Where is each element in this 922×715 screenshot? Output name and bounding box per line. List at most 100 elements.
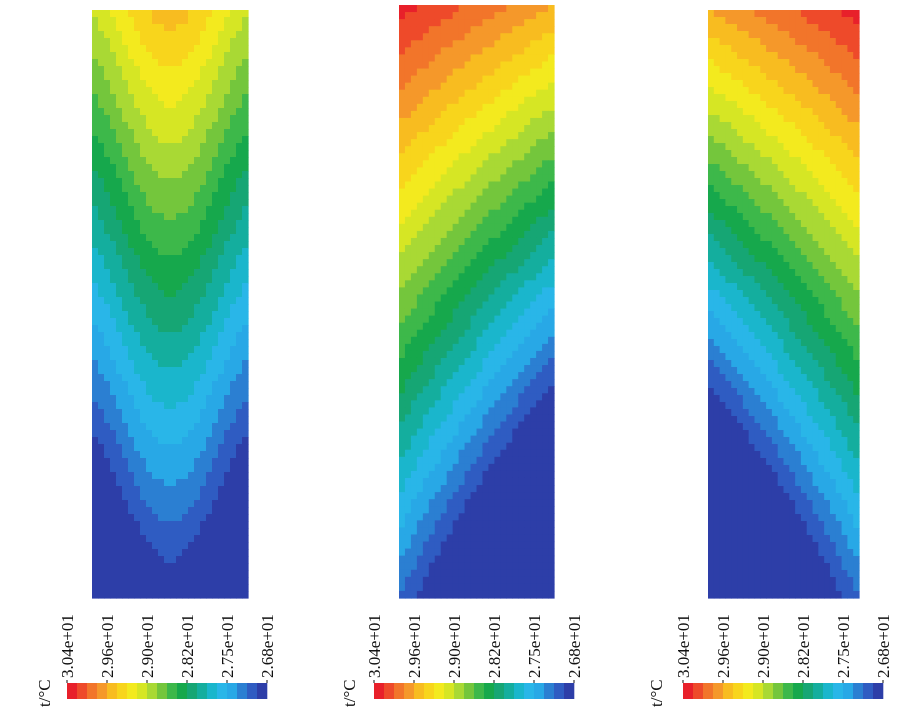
contour-cell <box>476 357 484 366</box>
contour-cell <box>524 202 531 211</box>
contour-cell <box>92 150 99 158</box>
contour-cell <box>422 513 430 521</box>
contour-cell <box>410 252 418 260</box>
contour-cell <box>134 164 141 172</box>
contour-cell <box>452 160 460 168</box>
contour-cell <box>416 555 424 564</box>
contour-cell <box>194 66 201 74</box>
contour-cell <box>98 66 105 74</box>
contour-cell <box>176 318 183 326</box>
contour-cell <box>818 31 825 39</box>
contour-cell <box>158 549 165 557</box>
contour-cell <box>434 477 442 486</box>
contour-cell <box>548 47 555 56</box>
contour-cell <box>760 115 767 123</box>
contour-cell <box>404 117 412 126</box>
contour-cell <box>422 160 430 168</box>
contour-cell <box>434 315 442 324</box>
contour-cell <box>748 38 756 46</box>
contour-cell <box>464 89 472 98</box>
contour-cell <box>410 202 418 211</box>
colorbar-tick-label: 2.75e+01 <box>218 614 237 678</box>
contour-cell <box>188 171 195 179</box>
contour-cell <box>218 269 225 277</box>
contour-cell <box>512 259 519 267</box>
contour-cell <box>536 47 543 56</box>
contour-cell <box>542 386 549 394</box>
contour-cell <box>458 153 466 161</box>
contour-cell <box>134 157 141 165</box>
contour-cell <box>800 66 808 74</box>
contour-cell <box>719 66 727 74</box>
contour-cell <box>164 388 171 396</box>
contour-cell <box>494 146 501 154</box>
contour-cell <box>194 325 201 333</box>
contour-cell <box>218 458 225 466</box>
contour-cell <box>92 206 99 214</box>
contour-cell <box>482 576 490 585</box>
contour-cell <box>428 442 436 451</box>
contour-cell <box>194 514 201 522</box>
contour-cell <box>524 61 531 70</box>
contour-cell <box>182 409 189 417</box>
contour-cell <box>446 315 454 324</box>
contour-cell <box>512 576 519 585</box>
contour-cell <box>92 304 99 312</box>
contour-cell <box>482 40 490 48</box>
contour-cell <box>110 542 117 550</box>
contour-cell <box>230 549 237 557</box>
contour-cell <box>404 428 412 437</box>
contour-cell <box>446 520 454 529</box>
contour-cell <box>731 24 738 32</box>
contour-cell <box>806 108 814 116</box>
contour-cell <box>446 237 454 246</box>
contour-cell <box>476 61 484 70</box>
contour-cell <box>399 414 406 423</box>
contour-cell <box>164 514 171 522</box>
contour-cell <box>110 465 117 473</box>
contour-cell <box>470 400 478 408</box>
contour-cell <box>482 414 490 423</box>
contour-cell <box>524 456 531 465</box>
contour-cell <box>518 40 525 48</box>
contour-cell <box>152 437 159 445</box>
contour-cell <box>806 10 814 18</box>
contour-cell <box>110 591 117 599</box>
contour-cell <box>766 115 773 123</box>
contour-cell <box>452 209 460 218</box>
contour-cell <box>488 259 495 267</box>
contour-cell <box>134 332 141 340</box>
contour-cell <box>122 290 129 298</box>
contour-cell <box>812 87 819 95</box>
contour-cell <box>446 125 454 133</box>
contour-cell <box>440 202 448 211</box>
contour-cell <box>482 89 490 98</box>
contour-cell <box>754 87 761 95</box>
contour-cell <box>116 430 123 438</box>
contour-cell <box>440 350 448 359</box>
contour-cell <box>230 486 237 494</box>
contour-cell <box>542 19 549 27</box>
contour-cell <box>476 266 484 274</box>
contour-cell <box>841 24 848 32</box>
contour-cell <box>530 569 537 578</box>
contour-cell <box>104 360 111 368</box>
contour-cell <box>428 174 436 183</box>
contour-cell <box>482 266 490 274</box>
contour-cell <box>512 33 519 41</box>
contour-cell <box>476 96 484 105</box>
contour-cell <box>416 576 424 585</box>
contour-cell <box>518 583 525 592</box>
contour-cell <box>116 381 123 389</box>
contour-cell <box>494 245 501 253</box>
contour-cell <box>416 421 424 430</box>
contour-cell <box>116 556 123 564</box>
contour-cell <box>446 139 454 147</box>
contour-cell <box>170 507 177 515</box>
contour-cell <box>458 266 466 274</box>
contour-cell <box>218 241 225 249</box>
contour-cell <box>440 534 448 543</box>
contour-cell <box>410 308 418 317</box>
contour-cell <box>476 153 484 161</box>
contour-cell <box>446 442 454 451</box>
